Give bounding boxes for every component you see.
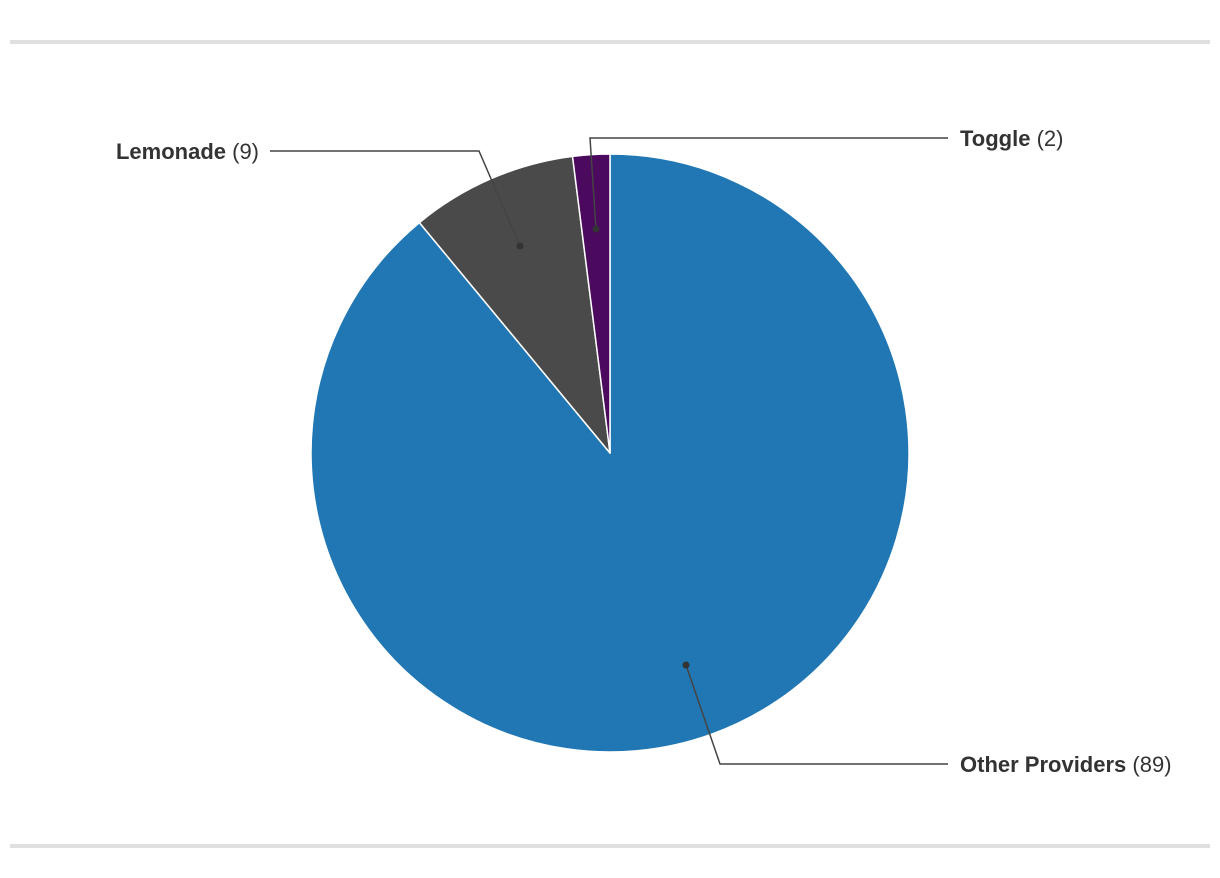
pie-slices [310,153,910,753]
leader-dot-other-providers [682,661,690,669]
label-lemonade: Lemonade (9) [116,139,259,164]
leader-line-other-providers [685,664,948,765]
top-divider [10,40,1210,44]
slice-labels: Other Providers (89) Lemonade (9) Toggle (… [116,126,1172,777]
leader-lines [270,137,948,765]
label-name-lemonade: Lemonade [116,139,226,164]
leader-line-lemonade [270,150,521,247]
leader-dot-lemonade [516,242,524,250]
label-value-lemonade: (9) [226,139,259,164]
label-value-other-providers: (89) [1126,752,1171,777]
leader-line-toggle [589,137,948,230]
leader-dot-toggle [592,225,600,233]
label-name-other-providers: Other Providers [960,752,1126,777]
bottom-divider [10,844,1210,848]
label-value-toggle: (2) [1030,126,1063,151]
label-other-providers: Other Providers (89) [960,752,1172,777]
label-toggle: Toggle (2) [960,126,1063,151]
label-name-toggle: Toggle [960,126,1030,151]
